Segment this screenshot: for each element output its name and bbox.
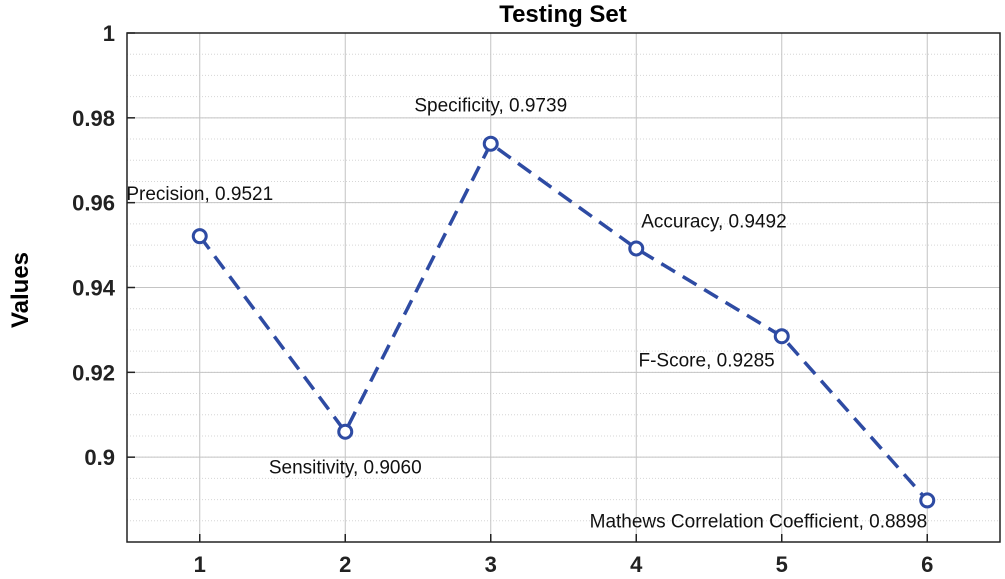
- x-tick-label: 3: [485, 552, 497, 577]
- x-tick-label: 1: [194, 552, 206, 577]
- y-tick-label: 0.98: [72, 106, 115, 131]
- data-point: [919, 492, 936, 509]
- y-tick-label: 0.9: [84, 445, 115, 470]
- y-tick-label: 0.92: [72, 360, 115, 385]
- x-tick-label: 2: [339, 552, 351, 577]
- x-tick-label: 6: [921, 552, 933, 577]
- data-point: [337, 423, 354, 440]
- series-line-path: [198, 141, 929, 502]
- data-label: Mathews Correlation Coefficient, 0.8898: [590, 511, 928, 532]
- y-tick-label: 0.96: [72, 191, 115, 216]
- data-label: F-Score, 0.9285: [639, 350, 775, 371]
- y-axis-label: Values: [7, 252, 34, 328]
- data-label: Accuracy, 0.9492: [641, 211, 786, 232]
- data-point: [482, 135, 499, 152]
- chart-title: Testing Set: [499, 1, 627, 28]
- data-point: [628, 240, 645, 257]
- axis-ticks: 0.9 0.92 0.94 0.96 0.98 1 1 2 3 4 5 6: [72, 21, 933, 577]
- plot-area-frame: [126, 32, 1001, 543]
- series-line: [191, 135, 936, 509]
- y-tick-label: 0.94: [72, 276, 116, 301]
- data-label: Precision, 0.9521: [126, 184, 273, 205]
- data-label: Sensitivity, 0.9060: [269, 458, 422, 479]
- x-tick-label: 5: [776, 552, 788, 577]
- data-label: Specificity, 0.9739: [414, 96, 567, 117]
- data-point: [773, 328, 790, 345]
- data-point: [191, 228, 208, 245]
- y-tick-label: 1: [103, 21, 115, 46]
- x-tick-label: 4: [630, 552, 643, 577]
- data-labels: Precision, 0.9521 Sensitivity, 0.9060 Spec…: [126, 96, 927, 533]
